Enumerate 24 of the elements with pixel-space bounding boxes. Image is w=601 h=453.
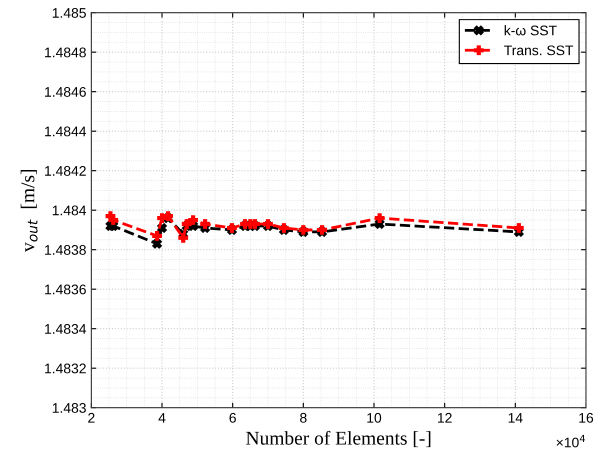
text: ×10$^{4}$ xyxy=(556,434,586,448)
y-tick-label: 1.485 xyxy=(52,8,86,18)
x-tick-label: 8 xyxy=(300,412,307,423)
x-tick-label: 16 xyxy=(579,412,594,423)
y-tick-label: 1.4842 xyxy=(45,166,86,176)
legend-label: Trans. SST xyxy=(504,45,574,56)
y-tick-label: 1.4836 xyxy=(45,284,86,294)
y-tick-label: 1.4848 xyxy=(45,48,86,58)
x-tick-label: 12 xyxy=(438,412,452,423)
y-tick-label: 1.4832 xyxy=(45,364,86,374)
x-tick-label: 4 xyxy=(158,413,166,423)
y-tick-label: 1.484 xyxy=(52,206,86,216)
legend-label: k-ω SST xyxy=(504,25,557,36)
x-tick-label: 6 xyxy=(230,412,236,423)
x-tick-label: 10 xyxy=(367,412,382,423)
x-axis-title: Number of Elements [-] xyxy=(246,430,430,448)
y-axis-title: v$_{out}$ [m/s] xyxy=(20,170,38,252)
y-tick-label: 1.4838 xyxy=(45,245,86,255)
x-tick-label: 2 xyxy=(88,412,95,423)
y-tick-label: 1.4846 xyxy=(45,87,86,97)
y-tick-label: 1.4844 xyxy=(45,126,86,136)
x-tick-label: 14 xyxy=(508,413,523,423)
y-tick-label: 1.483 xyxy=(52,403,86,413)
y-tick-label: 1.4834 xyxy=(45,324,86,334)
